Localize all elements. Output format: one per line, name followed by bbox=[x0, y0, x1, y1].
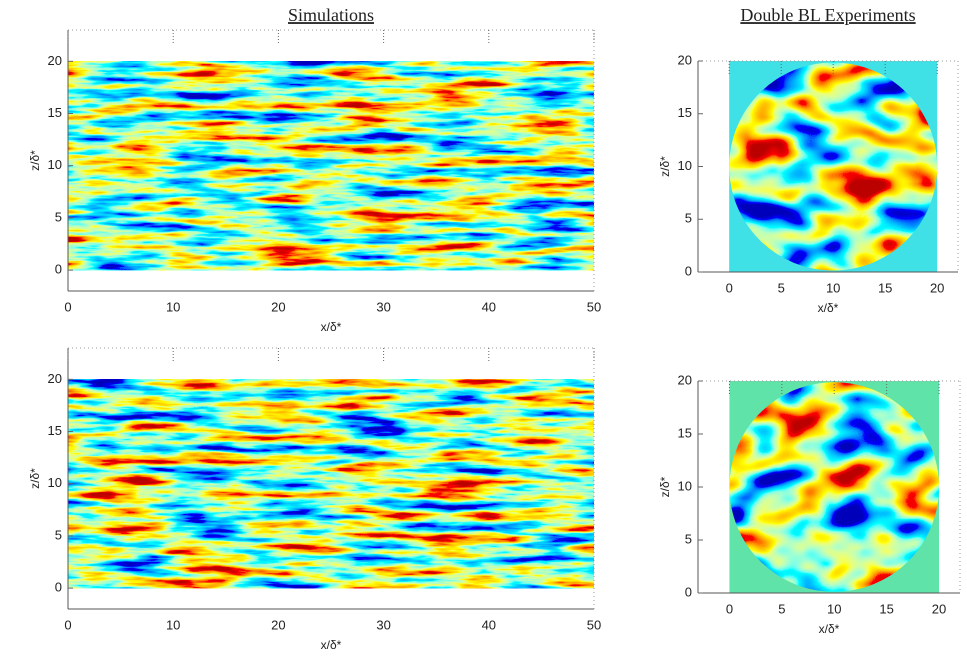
x-tick-label: 10 bbox=[166, 617, 180, 632]
y-tick-label: 20 bbox=[678, 52, 692, 67]
heatmap-field bbox=[68, 61, 594, 271]
x-tick-label: 10 bbox=[827, 601, 841, 616]
y-tick-label: 20 bbox=[48, 371, 62, 386]
y-axis-label: z/δ* bbox=[658, 476, 672, 497]
x-tick-label: 30 bbox=[376, 617, 390, 632]
x-axis-label: x/δ* bbox=[321, 638, 342, 652]
y-tick-label: 0 bbox=[685, 584, 692, 599]
y-axis-label: z/δ* bbox=[28, 150, 42, 171]
field-noise bbox=[729, 62, 938, 271]
x-tick-label: 50 bbox=[587, 299, 601, 314]
x-tick-label: 40 bbox=[482, 617, 496, 632]
x-tick-label: 15 bbox=[878, 280, 892, 295]
y-tick-label: 20 bbox=[48, 53, 62, 68]
x-tick-label: 15 bbox=[879, 601, 893, 616]
x-tick-label: 20 bbox=[271, 617, 285, 632]
x-axis-label: x/δ* bbox=[321, 320, 342, 334]
x-tick-label: 0 bbox=[64, 299, 71, 314]
y-tick-label: 0 bbox=[55, 580, 62, 595]
x-tick-label: 50 bbox=[587, 617, 601, 632]
field-noise bbox=[68, 379, 594, 589]
x-tick-label: 20 bbox=[271, 299, 285, 314]
y-tick-label: 10 bbox=[678, 158, 692, 173]
y-axis-label: z/δ* bbox=[28, 468, 42, 489]
y-tick-label: 5 bbox=[55, 209, 62, 224]
y-tick-label: 15 bbox=[48, 105, 62, 120]
chart-title: Simulations bbox=[288, 5, 374, 25]
x-tick-label: 0 bbox=[726, 601, 733, 616]
y-tick-label: 5 bbox=[685, 211, 692, 226]
x-axis-label: x/δ* bbox=[819, 622, 840, 636]
x-tick-label: 20 bbox=[930, 280, 944, 295]
y-axis-label: z/δ* bbox=[658, 156, 672, 177]
y-tick-label: 15 bbox=[678, 425, 692, 440]
y-tick-label: 15 bbox=[678, 105, 692, 120]
x-tick-label: 30 bbox=[376, 299, 390, 314]
x-tick-label: 20 bbox=[932, 601, 946, 616]
x-tick-label: 5 bbox=[778, 601, 785, 616]
x-tick-label: 0 bbox=[64, 617, 71, 632]
y-tick-label: 5 bbox=[685, 531, 692, 546]
x-tick-label: 5 bbox=[778, 280, 785, 295]
y-tick-label: 0 bbox=[55, 262, 62, 277]
y-tick-label: 10 bbox=[48, 157, 62, 172]
x-axis-label: x/δ* bbox=[818, 301, 839, 315]
y-tick-label: 15 bbox=[48, 423, 62, 438]
field-noise bbox=[68, 61, 594, 271]
y-tick-label: 10 bbox=[48, 475, 62, 490]
heatmap-field bbox=[68, 379, 594, 589]
x-tick-label: 40 bbox=[482, 299, 496, 314]
y-tick-label: 5 bbox=[55, 527, 62, 542]
heatmap-field bbox=[729, 61, 938, 272]
field-noise bbox=[729, 382, 940, 592]
y-tick-label: 20 bbox=[678, 372, 692, 387]
x-tick-label: 10 bbox=[826, 280, 840, 295]
y-tick-label: 0 bbox=[685, 263, 692, 278]
chart-title: Double BL Experiments bbox=[740, 5, 915, 25]
y-tick-label: 10 bbox=[678, 478, 692, 493]
x-tick-label: 0 bbox=[726, 280, 733, 295]
x-tick-label: 10 bbox=[166, 299, 180, 314]
heatmap-field bbox=[729, 381, 940, 593]
